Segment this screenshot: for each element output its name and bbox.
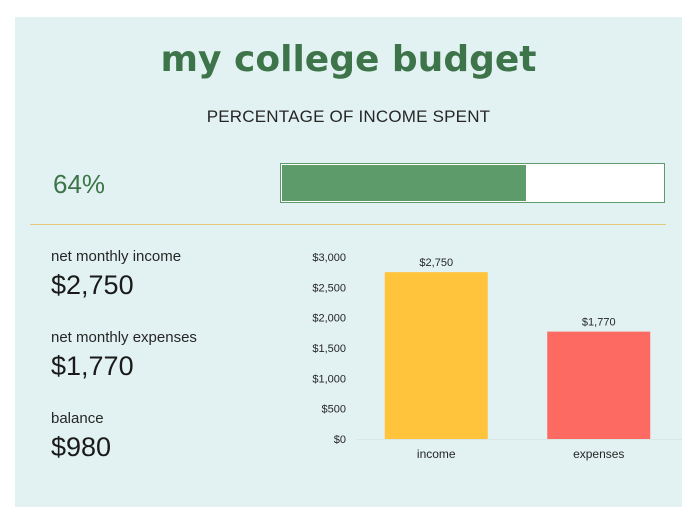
- expenses-value: $1,770: [51, 351, 134, 381]
- bar-income: [384, 272, 488, 439]
- page-title: my college budget: [160, 39, 537, 80]
- percent-spent-bar-fill: [282, 165, 526, 201]
- data-label-expenses: $1,770: [582, 317, 616, 329]
- expenses-label: net monthly expenses: [51, 329, 197, 346]
- y-tick-label: $3,000: [312, 252, 346, 264]
- section-divider: [30, 224, 666, 225]
- y-tick-label: $500: [322, 404, 346, 416]
- category-label-income: income: [417, 447, 456, 461]
- y-tick-label: $1,500: [312, 343, 346, 355]
- income-expenses-chart: $0 $500 $1,000 $1,500 $2,000 $2,500 $3,000 $2,7…: [312, 252, 682, 461]
- percent-spent-bar: [280, 163, 665, 203]
- balance-label: balance: [51, 410, 104, 427]
- income-label: net monthly income: [51, 248, 182, 265]
- data-label-income: $2,750: [419, 257, 453, 269]
- balance-value: $980: [51, 432, 112, 462]
- y-tick-label: $2,500: [312, 282, 346, 294]
- category-label-expenses: expenses: [573, 447, 624, 461]
- income-value: $2,750: [51, 270, 134, 300]
- budget-panel: my college budget PERCENTAGE OF INCOME S…: [15, 17, 682, 507]
- percent-spent-value: 64%: [53, 169, 106, 199]
- y-tick-label: $2,000: [312, 313, 346, 325]
- y-tick-label: $1,000: [312, 373, 346, 385]
- progress-heading: PERCENTAGE OF INCOME SPENT: [206, 107, 491, 126]
- y-tick-label: $0: [334, 434, 346, 446]
- bar-expenses: [547, 331, 651, 439]
